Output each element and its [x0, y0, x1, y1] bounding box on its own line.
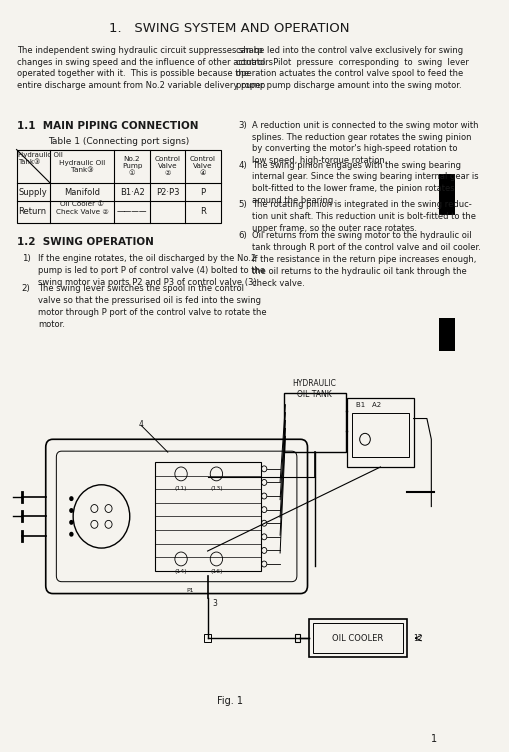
Text: Hydraulic Oil
Tank③: Hydraulic Oil Tank③	[18, 151, 63, 165]
Text: 1.   SWING SYSTEM AND OPERATION: 1. SWING SYSTEM AND OPERATION	[109, 22, 349, 35]
Text: The swing pinion engages with the swing bearing
internal gear. Since the swing b: The swing pinion engages with the swing …	[251, 161, 477, 205]
Text: Supply: Supply	[18, 187, 47, 196]
Bar	[351, 413, 408, 457]
Text: P: P	[200, 187, 205, 196]
Circle shape	[69, 508, 73, 513]
Bar	[154, 462, 260, 571]
Text: 1.1  MAIN PIPING CONNECTION: 1.1 MAIN PIPING CONNECTION	[16, 121, 197, 131]
Bar	[295, 634, 299, 642]
Text: Return: Return	[18, 208, 46, 217]
Text: Oil returns from the swing motor to the hydraulic oil
tank through R port of the: Oil returns from the swing motor to the …	[251, 232, 479, 287]
Text: Control
Valve
②: Control Valve ②	[154, 156, 180, 177]
Text: 1: 1	[431, 734, 437, 744]
Text: can be led into the control valve exclusively for swing
control.  Pilot  pressur: can be led into the control valve exclus…	[236, 46, 468, 90]
Text: (14): (14)	[175, 569, 187, 574]
Text: B1·A2: B1·A2	[120, 187, 144, 196]
Bar	[347, 398, 413, 467]
Text: Table 1 (Connecting port signs): Table 1 (Connecting port signs)	[48, 137, 189, 146]
Circle shape	[69, 496, 73, 501]
Bar	[16, 150, 220, 223]
Text: 3): 3)	[238, 121, 247, 130]
Text: 1): 1)	[22, 254, 31, 263]
Text: 4: 4	[138, 420, 144, 429]
Text: (11): (11)	[175, 486, 187, 491]
Text: HYDRAULIC
OIL TANK: HYDRAULIC OIL TANK	[292, 379, 336, 399]
Text: P2·P3: P2·P3	[155, 187, 179, 196]
Bar	[438, 174, 455, 214]
Text: No.2
Pump
①: No.2 Pump ①	[122, 156, 142, 177]
Bar	[438, 318, 455, 351]
Text: OIL COOLER: OIL COOLER	[332, 634, 383, 642]
Text: 1.2  SWING OPERATION: 1.2 SWING OPERATION	[16, 237, 153, 247]
Text: P1: P1	[186, 587, 194, 593]
Circle shape	[69, 520, 73, 525]
Text: 2): 2)	[22, 284, 31, 293]
Text: B1   A2: B1 A2	[355, 402, 381, 408]
Text: Fig. 1: Fig. 1	[216, 696, 242, 706]
Text: Oil Cooler ①
Check Valve ②: Oil Cooler ① Check Valve ②	[55, 201, 108, 215]
Text: The independent swing hydraulic circuit suppresses sharp
changes in swing speed : The independent swing hydraulic circuit …	[16, 46, 272, 90]
Text: R: R	[200, 208, 206, 217]
Text: A reduction unit is connected to the swing motor with
splines. The reduction gea: A reduction unit is connected to the swi…	[251, 121, 477, 165]
Text: 12: 12	[413, 634, 422, 642]
Text: Hydraulic Oil
Tank③: Hydraulic Oil Tank③	[59, 160, 105, 173]
Circle shape	[69, 532, 73, 537]
Text: (16): (16)	[210, 569, 222, 574]
Text: 4): 4)	[238, 161, 247, 170]
Text: (13): (13)	[210, 486, 222, 491]
Bar	[308, 620, 406, 656]
Bar	[283, 393, 345, 452]
Text: Manifold: Manifold	[64, 187, 100, 196]
Text: ————: ————	[117, 208, 147, 217]
Text: The swing lever switches the spool in the control
valve so that the pressurised : The swing lever switches the spool in th…	[38, 284, 266, 329]
Bar	[204, 634, 211, 642]
Text: 6): 6)	[238, 232, 247, 241]
Text: 3: 3	[212, 599, 216, 608]
Text: The rotating pinion is integrated in the swing reduc-
tion unit shaft. This redu: The rotating pinion is integrated in the…	[251, 200, 475, 233]
Text: Control
Valve
④: Control Valve ④	[190, 156, 216, 177]
Text: 5): 5)	[238, 200, 247, 209]
Text: If the engine rotates, the oil discharged by the No.2
pump is led to port P of c: If the engine rotates, the oil discharge…	[38, 254, 264, 287]
Bar	[312, 623, 402, 653]
